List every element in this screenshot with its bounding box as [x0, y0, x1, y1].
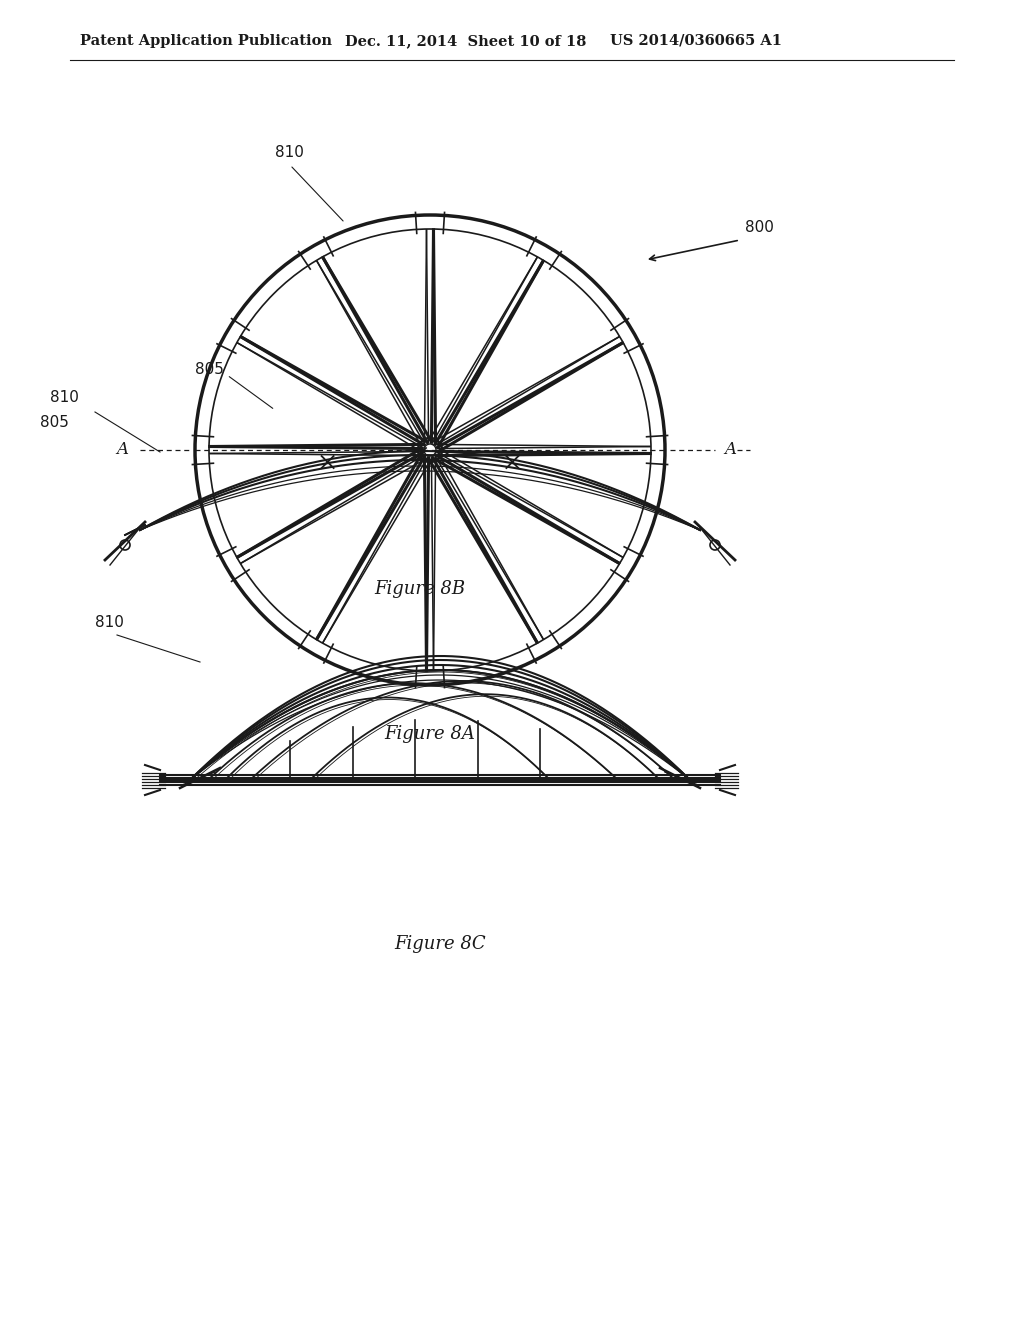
- Text: 805: 805: [40, 414, 69, 430]
- Text: Patent Application Publication: Patent Application Publication: [80, 34, 332, 48]
- Text: Dec. 11, 2014  Sheet 10 of 18: Dec. 11, 2014 Sheet 10 of 18: [345, 34, 587, 48]
- Text: 800: 800: [745, 220, 774, 235]
- Text: 810: 810: [275, 145, 304, 160]
- Text: 810: 810: [50, 389, 79, 405]
- Text: Figure 8C: Figure 8C: [394, 935, 485, 953]
- Text: US 2014/0360665 A1: US 2014/0360665 A1: [610, 34, 782, 48]
- Text: Figure 8A: Figure 8A: [385, 725, 475, 743]
- Text: 810: 810: [95, 615, 124, 630]
- Text: A: A: [724, 441, 736, 458]
- Text: A: A: [116, 441, 128, 458]
- Text: 805: 805: [195, 363, 224, 378]
- Text: Figure 8B: Figure 8B: [375, 579, 466, 598]
